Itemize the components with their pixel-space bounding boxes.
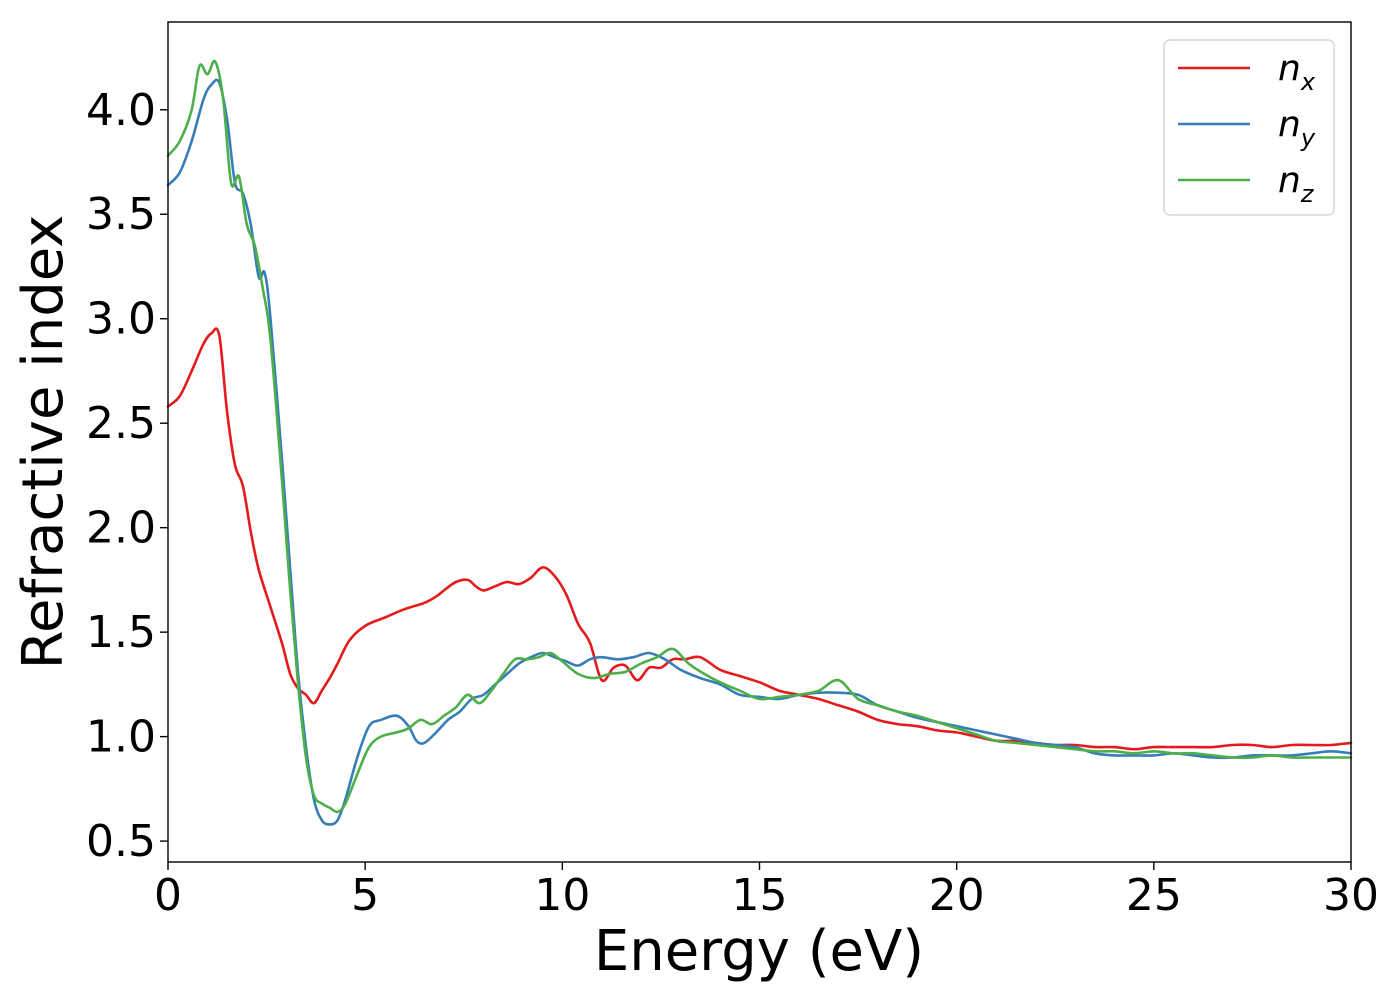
x-tick-label: 10 — [534, 870, 590, 921]
y-tick-label: 1.5 — [86, 607, 156, 658]
series-line-n-y — [166, 78, 1353, 826]
legend-label-subscript: x — [1300, 68, 1316, 96]
legend-label-base: n — [1278, 160, 1301, 201]
y-tick-label: 1.0 — [86, 712, 156, 763]
legend-label-base: n — [1278, 104, 1301, 145]
x-tick-label: 30 — [1323, 870, 1379, 921]
legend-label-n-x: nx — [1278, 48, 1316, 96]
y-tick-label: 2.5 — [86, 398, 156, 449]
x-tick-label: 25 — [1126, 870, 1182, 921]
series-layer — [166, 59, 1353, 826]
y-tick-label: 0.5 — [86, 816, 156, 867]
x-tick-label: 20 — [929, 870, 985, 921]
x-axis-title: Energy (eV) — [594, 919, 924, 984]
y-tick-label: 2.0 — [86, 503, 156, 554]
series-line-n-x — [166, 327, 1353, 751]
x-tick-label: 5 — [351, 870, 379, 921]
legend-label-n-z: nz — [1278, 160, 1315, 208]
legend-label-subscript: z — [1300, 180, 1315, 208]
legend-label-n-y: ny — [1278, 104, 1316, 152]
x-tick-label: 15 — [732, 870, 788, 921]
y-tick-label: 3.5 — [86, 189, 156, 240]
legend-label-subscript: y — [1300, 124, 1316, 152]
x-axis: 0 5 10 15 20 25 30 — [154, 862, 1379, 921]
y-tick-label: 4.0 — [86, 85, 156, 136]
y-axis-title: Refractive index — [11, 215, 76, 670]
x-tick-label: 0 — [154, 870, 182, 921]
series-line-n-z — [166, 59, 1353, 814]
y-tick-label: 3.0 — [86, 294, 156, 345]
legend-label-base: n — [1278, 48, 1301, 89]
legend-box — [1163, 39, 1335, 216]
y-axis: 0.5 1.0 1.5 2.0 2.5 3.0 3.5 4.0 — [86, 85, 168, 867]
